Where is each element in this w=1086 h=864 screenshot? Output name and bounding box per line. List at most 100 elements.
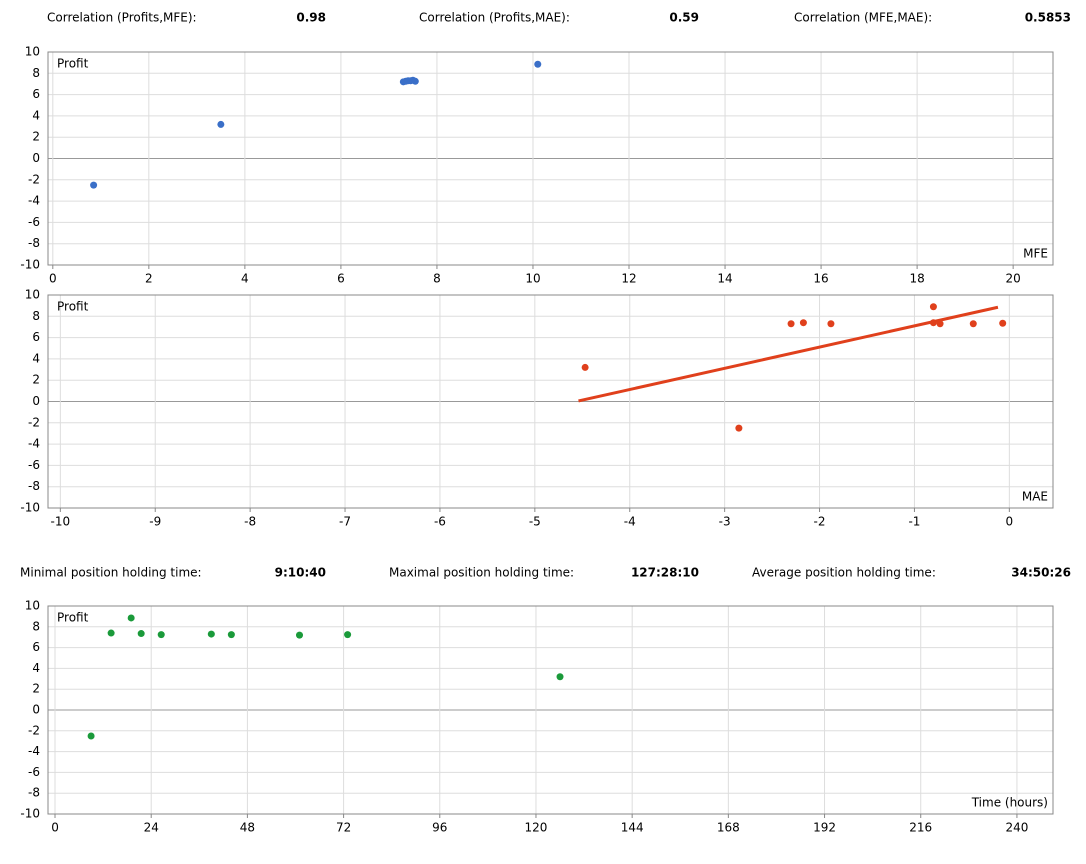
stat-label: Correlation (Profits,MFE): xyxy=(47,11,197,25)
stat-value: 34:50:26 xyxy=(1011,566,1071,580)
stat-label: Average position holding time: xyxy=(752,566,936,580)
point xyxy=(735,424,743,432)
y-tick-label: 8 xyxy=(32,619,40,633)
point xyxy=(936,320,944,328)
point xyxy=(827,320,835,328)
x-tick-label: 2 xyxy=(145,272,153,286)
x-axis-label: Time (hours) xyxy=(971,796,1048,810)
y-tick-label: -2 xyxy=(28,172,40,186)
stat-value: 0.5853 xyxy=(1025,11,1071,25)
x-axis-label: MAE xyxy=(1022,490,1048,504)
x-tick-label: 120 xyxy=(525,821,548,835)
point xyxy=(969,320,977,328)
y-tick-label: 10 xyxy=(25,288,40,302)
x-tick-label: 192 xyxy=(813,821,836,835)
y-tick-label: -6 xyxy=(28,458,40,472)
point xyxy=(107,629,115,637)
stat-label: Minimal position holding time: xyxy=(20,566,202,580)
point xyxy=(787,320,795,328)
y-tick-label: -2 xyxy=(28,415,40,429)
point xyxy=(999,319,1007,327)
point xyxy=(87,732,95,740)
x-tick-label: 0 xyxy=(1006,515,1014,529)
y-tick-label: 4 xyxy=(32,661,40,675)
x-tick-label: 0 xyxy=(49,272,57,286)
stat-value: 0.59 xyxy=(669,11,699,25)
y-tick-label: -4 xyxy=(28,437,40,451)
y-tick-label: -10 xyxy=(20,501,40,515)
x-tick-label: 20 xyxy=(1006,272,1021,286)
point xyxy=(344,631,352,639)
y-tick-label: 0 xyxy=(32,151,40,165)
y-tick-label: 8 xyxy=(32,309,40,323)
y-tick-label: -10 xyxy=(20,807,40,821)
y-tick-label: 0 xyxy=(32,394,40,408)
x-tick-label: 24 xyxy=(144,821,159,835)
y-tick-label: 10 xyxy=(25,599,40,613)
x-tick-label: 168 xyxy=(717,821,740,835)
stat-value: 9:10:40 xyxy=(275,566,326,580)
stat-value: 127:28:10 xyxy=(631,566,699,580)
y-tick-label: 6 xyxy=(32,87,40,101)
point xyxy=(799,319,807,327)
point xyxy=(217,120,225,128)
y-tick-label: -8 xyxy=(28,479,40,493)
point xyxy=(411,77,419,85)
x-tick-label: 8 xyxy=(433,272,441,286)
y-tick-label: 2 xyxy=(32,682,40,696)
x-tick-label: -2 xyxy=(814,515,826,529)
plot-frame xyxy=(47,294,1054,509)
y-tick-label: -8 xyxy=(28,786,40,800)
x-tick-label: 216 xyxy=(909,821,932,835)
x-tick-label: -9 xyxy=(149,515,161,529)
y-tick-label: 6 xyxy=(32,640,40,654)
x-tick-label: -1 xyxy=(908,515,920,529)
x-tick-label: 10 xyxy=(525,272,540,286)
y-tick-label: 2 xyxy=(32,373,40,387)
y-tick-label: 4 xyxy=(32,108,40,122)
y-tick-label: 0 xyxy=(32,703,40,717)
point xyxy=(137,630,145,638)
x-tick-label: 12 xyxy=(621,272,636,286)
y-tick-label: 4 xyxy=(32,351,40,365)
point xyxy=(227,631,235,639)
point xyxy=(534,60,542,68)
x-tick-label: 144 xyxy=(621,821,644,835)
x-tick-label: 4 xyxy=(241,272,249,286)
x-tick-label: -8 xyxy=(244,515,256,529)
x-tick-label: 18 xyxy=(909,272,924,286)
x-tick-label: 14 xyxy=(717,272,732,286)
x-tick-label: -5 xyxy=(529,515,541,529)
x-axis-label: MFE xyxy=(1023,247,1048,261)
trend-line xyxy=(578,305,999,403)
point xyxy=(296,631,304,639)
x-tick-label: -4 xyxy=(624,515,636,529)
y-tick-label: -4 xyxy=(28,744,40,758)
x-tick-label: -3 xyxy=(719,515,731,529)
stat-label: Maximal position holding time: xyxy=(389,566,574,580)
y-tick-label: -8 xyxy=(28,236,40,250)
y-axis-label: Profit xyxy=(57,611,89,625)
y-tick-label: -6 xyxy=(28,215,40,229)
point xyxy=(929,319,937,327)
stat-label: Correlation (Profits,MAE): xyxy=(419,11,570,25)
y-axis-label: Profit xyxy=(57,300,89,314)
x-tick-label: 96 xyxy=(432,821,447,835)
point xyxy=(556,673,564,681)
point xyxy=(127,614,135,622)
x-tick-label: 0 xyxy=(51,821,59,835)
y-tick-label: 2 xyxy=(32,130,40,144)
x-tick-label: 240 xyxy=(1005,821,1028,835)
y-tick-label: 8 xyxy=(32,66,40,80)
y-tick-label: -2 xyxy=(28,723,40,737)
x-tick-label: -10 xyxy=(51,515,71,529)
stat-label: Correlation (MFE,MAE): xyxy=(794,11,932,25)
x-tick-label: 6 xyxy=(337,272,345,286)
y-tick-label: 6 xyxy=(32,330,40,344)
y-tick-label: -4 xyxy=(28,194,40,208)
x-tick-label: 48 xyxy=(240,821,255,835)
point xyxy=(207,630,215,638)
y-tick-label: -6 xyxy=(28,765,40,779)
y-tick-label: -10 xyxy=(20,258,40,272)
x-tick-label: 16 xyxy=(813,272,828,286)
